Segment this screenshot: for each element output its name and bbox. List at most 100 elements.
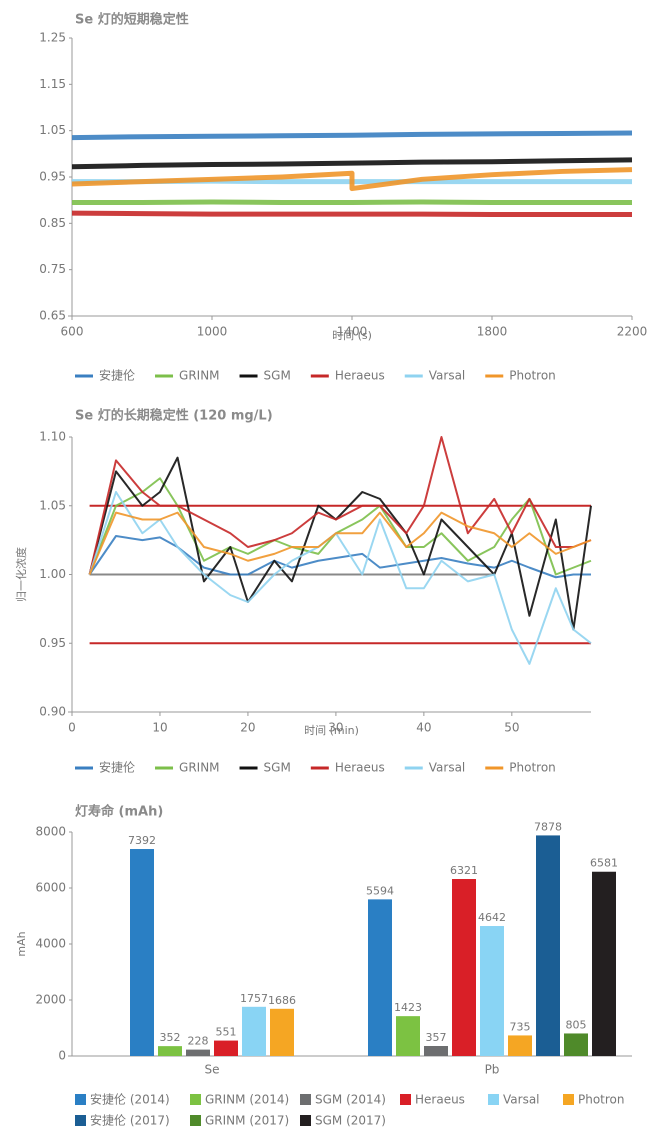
x-tick-label: 0 — [68, 721, 76, 735]
bar — [396, 1016, 420, 1056]
value-label: 4642 — [478, 911, 506, 924]
x-axis-label: 时间 (min) — [304, 724, 359, 737]
y-tick-label: 0.95 — [39, 636, 66, 650]
x-tick-label: 40 — [416, 721, 431, 735]
series-line — [71, 210, 632, 218]
y-tick-label: 1.15 — [39, 77, 66, 91]
value-label: 1757 — [240, 992, 268, 1005]
legend-swatch — [190, 1115, 201, 1126]
legend-label: GRINM (2014) — [205, 1093, 289, 1107]
legend-label: Heraeus — [335, 761, 385, 775]
bar — [536, 835, 560, 1056]
legend-label: GRINM — [179, 369, 220, 383]
y-tick-label: 1.05 — [39, 123, 66, 137]
series-line — [88, 436, 592, 575]
x-tick-label: 20 — [240, 721, 255, 735]
y-tick-label: 1.10 — [39, 430, 66, 444]
legend-label: GRINM — [179, 761, 220, 775]
series-line — [71, 167, 633, 192]
y-tick-label: 0 — [58, 1049, 66, 1063]
x-tick-label: Se — [205, 1063, 220, 1077]
legend-label: Varsal — [503, 1093, 540, 1107]
y-tick-label: 6000 — [35, 881, 66, 895]
legend-label: 安捷伦 (2014) — [90, 1092, 170, 1107]
x-tick-label: 50 — [504, 721, 519, 735]
bar — [424, 1046, 448, 1056]
chart-title: Se 灯的短期稳定性 — [75, 12, 189, 28]
legend-label: GRINM (2017) — [205, 1114, 289, 1128]
legend-swatch — [563, 1094, 574, 1105]
series-line — [88, 511, 592, 575]
legend-swatch — [190, 1094, 201, 1105]
chart-title: Se 灯的长期稳定性 (120 mg/L) — [75, 408, 273, 424]
legend-label: SGM — [264, 369, 291, 383]
value-label: 7878 — [534, 820, 562, 833]
value-label: 6581 — [590, 857, 618, 870]
x-tick-label: 30 — [328, 721, 343, 735]
legend-label: Photron — [509, 761, 556, 775]
bar — [564, 1033, 588, 1056]
y-tick-label: 2000 — [35, 993, 66, 1007]
legend-label: 安捷伦 (2017) — [90, 1113, 170, 1128]
x-axis-label: 时间 (s) — [332, 329, 372, 342]
x-tick-label: 1400 — [337, 325, 368, 339]
legend-label: SGM (2017) — [315, 1114, 386, 1128]
legend-label: Heraeus — [415, 1093, 465, 1107]
bar — [130, 849, 154, 1056]
y-tick-label: 1.05 — [39, 498, 66, 512]
legend-swatch — [75, 1115, 86, 1126]
x-tick-label: 10 — [152, 721, 167, 735]
bar — [452, 879, 476, 1056]
chart-title: 灯寿命 (mAh) — [75, 804, 163, 820]
legend-label: 安捷伦 — [99, 760, 135, 775]
legend-label: 安捷伦 — [99, 368, 135, 383]
value-label: 805 — [566, 1018, 587, 1031]
value-label: 1423 — [394, 1001, 422, 1014]
bar — [592, 871, 616, 1056]
legend-swatch — [300, 1094, 311, 1105]
series-line — [88, 477, 592, 576]
x-tick-label: 600 — [61, 325, 84, 339]
bar — [480, 926, 504, 1056]
series-line — [88, 491, 592, 665]
legend-swatch — [400, 1094, 411, 1105]
value-label: 352 — [160, 1031, 181, 1044]
y-tick-label: 8000 — [35, 825, 66, 839]
legend-label: Photron — [509, 369, 556, 383]
legend-swatch — [300, 1115, 311, 1126]
y-tick-label: 4000 — [35, 937, 66, 951]
bar — [270, 1008, 294, 1056]
legend-label: SGM (2014) — [315, 1093, 386, 1107]
y-axis-label: 归一化浓度 — [14, 547, 28, 602]
y-tick-label: 1.00 — [39, 567, 66, 581]
legend-label: Photron — [578, 1093, 625, 1107]
value-label: 551 — [216, 1026, 237, 1039]
bar — [186, 1049, 210, 1056]
bar — [158, 1046, 182, 1056]
y-tick-label: 0.95 — [39, 170, 66, 184]
y-tick-label: 0.85 — [39, 216, 66, 230]
bar — [214, 1040, 238, 1056]
legend-label: Varsal — [429, 369, 466, 383]
value-label: 6321 — [450, 864, 478, 877]
x-tick-label: 1800 — [477, 325, 508, 339]
legend-swatch — [75, 1094, 86, 1105]
legend-swatch — [488, 1094, 499, 1105]
bar — [242, 1006, 266, 1056]
value-label: 1686 — [268, 994, 296, 1007]
value-label: 228 — [188, 1035, 209, 1048]
series-line — [71, 157, 633, 170]
bar — [368, 899, 392, 1056]
series-line — [71, 130, 633, 141]
y-tick-label: 0.90 — [39, 705, 66, 719]
value-label: 735 — [510, 1020, 531, 1033]
x-tick-label: Pb — [485, 1063, 500, 1077]
y-tick-label: 1.25 — [39, 31, 66, 45]
x-tick-label: 2200 — [617, 325, 648, 339]
value-label: 357 — [426, 1031, 447, 1044]
legend-label: Heraeus — [335, 369, 385, 383]
y-axis-label: mAh — [15, 931, 28, 956]
legend-label: Varsal — [429, 761, 466, 775]
value-label: 7392 — [128, 834, 156, 847]
